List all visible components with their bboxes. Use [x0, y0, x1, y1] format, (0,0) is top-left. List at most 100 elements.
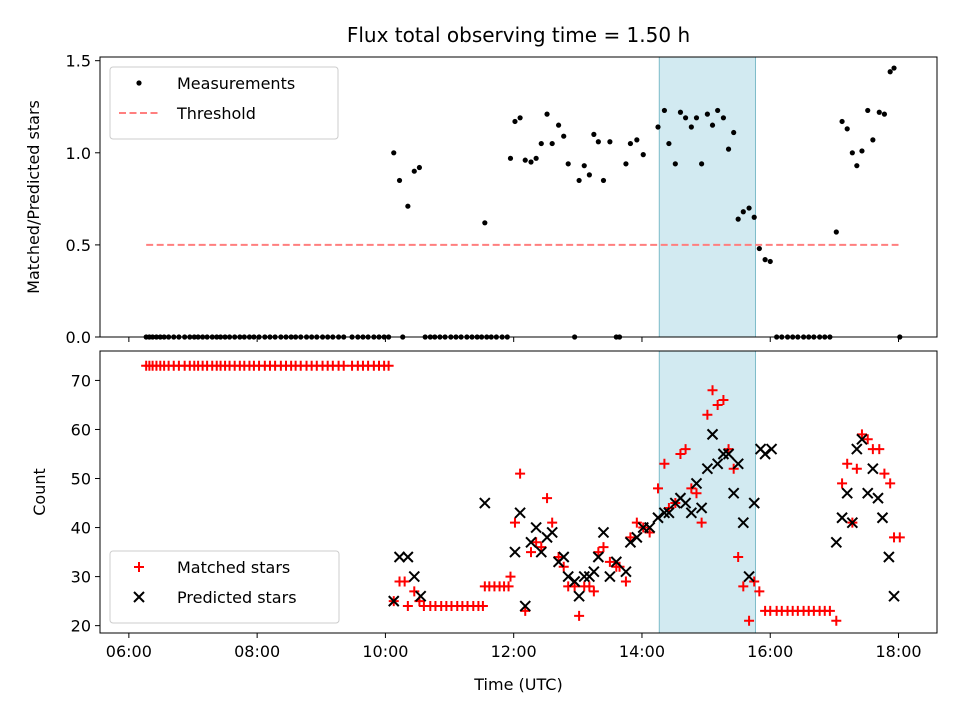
data-point — [830, 536, 843, 548]
data-point — [544, 111, 550, 117]
data-point — [738, 581, 749, 592]
top-y-axis-label: Matched/Predicted stars — [24, 100, 43, 294]
data-point — [592, 551, 605, 563]
x-tick-label: 10:00 — [362, 642, 408, 661]
data-point — [578, 570, 590, 583]
data-point — [399, 576, 410, 587]
data-point — [870, 137, 876, 143]
x-tick-label: 12:00 — [491, 642, 537, 661]
data-point — [655, 124, 661, 130]
data-point — [576, 177, 582, 184]
data-point — [562, 570, 574, 583]
data-point — [658, 507, 671, 519]
data-point — [735, 216, 741, 222]
data-point — [876, 512, 889, 524]
bottom-panel: 20 30 40 50 60 70 06:00 08:00 10:00 12:00 14:00 16:… — [71, 350, 938, 661]
data-point — [600, 177, 607, 184]
legend-swatch — [134, 562, 144, 572]
data-point — [824, 605, 835, 616]
x-tick-label: 06:00 — [106, 642, 152, 661]
data-point — [746, 205, 752, 211]
data-point — [663, 507, 675, 519]
data-point — [732, 458, 744, 470]
data-point — [631, 531, 643, 544]
bottom-y-axis-label: Count — [30, 468, 49, 516]
data-point — [661, 107, 668, 114]
data-point — [507, 155, 514, 161]
data-point — [690, 477, 703, 490]
data-point — [720, 115, 727, 121]
data-point — [717, 448, 730, 460]
data-point — [402, 601, 413, 612]
legend-box — [109, 66, 339, 140]
data-point — [509, 546, 521, 558]
data-point — [727, 487, 740, 499]
x-tick-label: 16:00 — [747, 642, 793, 661]
legend-box — [109, 550, 340, 624]
data-point — [409, 586, 420, 597]
data-point — [715, 107, 721, 114]
data-point — [733, 551, 744, 562]
data-point — [837, 478, 848, 489]
data-point — [737, 516, 750, 529]
data-point — [749, 576, 760, 587]
data-point — [712, 399, 723, 410]
data-point — [862, 434, 873, 445]
data-point — [879, 468, 890, 479]
data-point — [659, 458, 670, 469]
data-point — [414, 590, 427, 602]
legend-label: Predicted stars — [177, 588, 297, 607]
data-point — [610, 556, 623, 568]
data-point — [751, 214, 757, 220]
data-point — [836, 512, 848, 524]
data-point — [593, 547, 604, 558]
data-point — [856, 433, 868, 445]
data-point — [528, 159, 534, 165]
data-point — [725, 146, 732, 152]
data-point — [867, 462, 879, 475]
data-point — [862, 487, 874, 499]
data-point — [402, 551, 414, 563]
data-point — [754, 586, 765, 597]
data-point — [531, 537, 542, 548]
data-point — [666, 140, 672, 147]
data-point — [522, 157, 528, 163]
data-point — [391, 150, 397, 156]
data-point — [542, 493, 553, 504]
top-shaded-region — [658, 56, 756, 338]
data-point — [477, 601, 488, 612]
data-point — [591, 131, 597, 137]
data-point — [894, 532, 905, 543]
x-tick-label: 18:00 — [875, 642, 921, 661]
legend-swatch — [133, 591, 145, 603]
data-point — [859, 148, 865, 154]
bottom-y-tick-label: 20 — [71, 617, 91, 636]
data-point — [479, 497, 491, 509]
bottom-series-matched-stars — [141, 360, 905, 626]
legend-label: Threshold — [176, 104, 256, 123]
data-point — [704, 111, 710, 117]
data-point — [679, 497, 692, 509]
data-point — [597, 526, 610, 539]
data-point — [533, 155, 539, 161]
data-point — [526, 547, 537, 558]
data-point — [388, 595, 400, 607]
data-point — [520, 605, 531, 616]
top-y-tick-label: 0.5 — [66, 236, 91, 255]
data-point — [565, 161, 571, 167]
data-point — [723, 444, 734, 455]
data-point — [701, 462, 714, 475]
data-point — [574, 610, 585, 621]
data-point — [549, 140, 555, 147]
data-point — [833, 229, 839, 235]
data-point — [408, 570, 420, 583]
bottom-series-predicted-stars — [388, 428, 900, 612]
data-point — [535, 546, 547, 558]
x-tick-label: 14:00 — [619, 642, 665, 661]
data-point — [558, 561, 569, 572]
data-point — [874, 444, 885, 455]
data-point — [839, 118, 845, 125]
data-point — [514, 507, 526, 519]
legend-label: Matched stars — [177, 558, 290, 577]
data-point — [604, 556, 615, 567]
